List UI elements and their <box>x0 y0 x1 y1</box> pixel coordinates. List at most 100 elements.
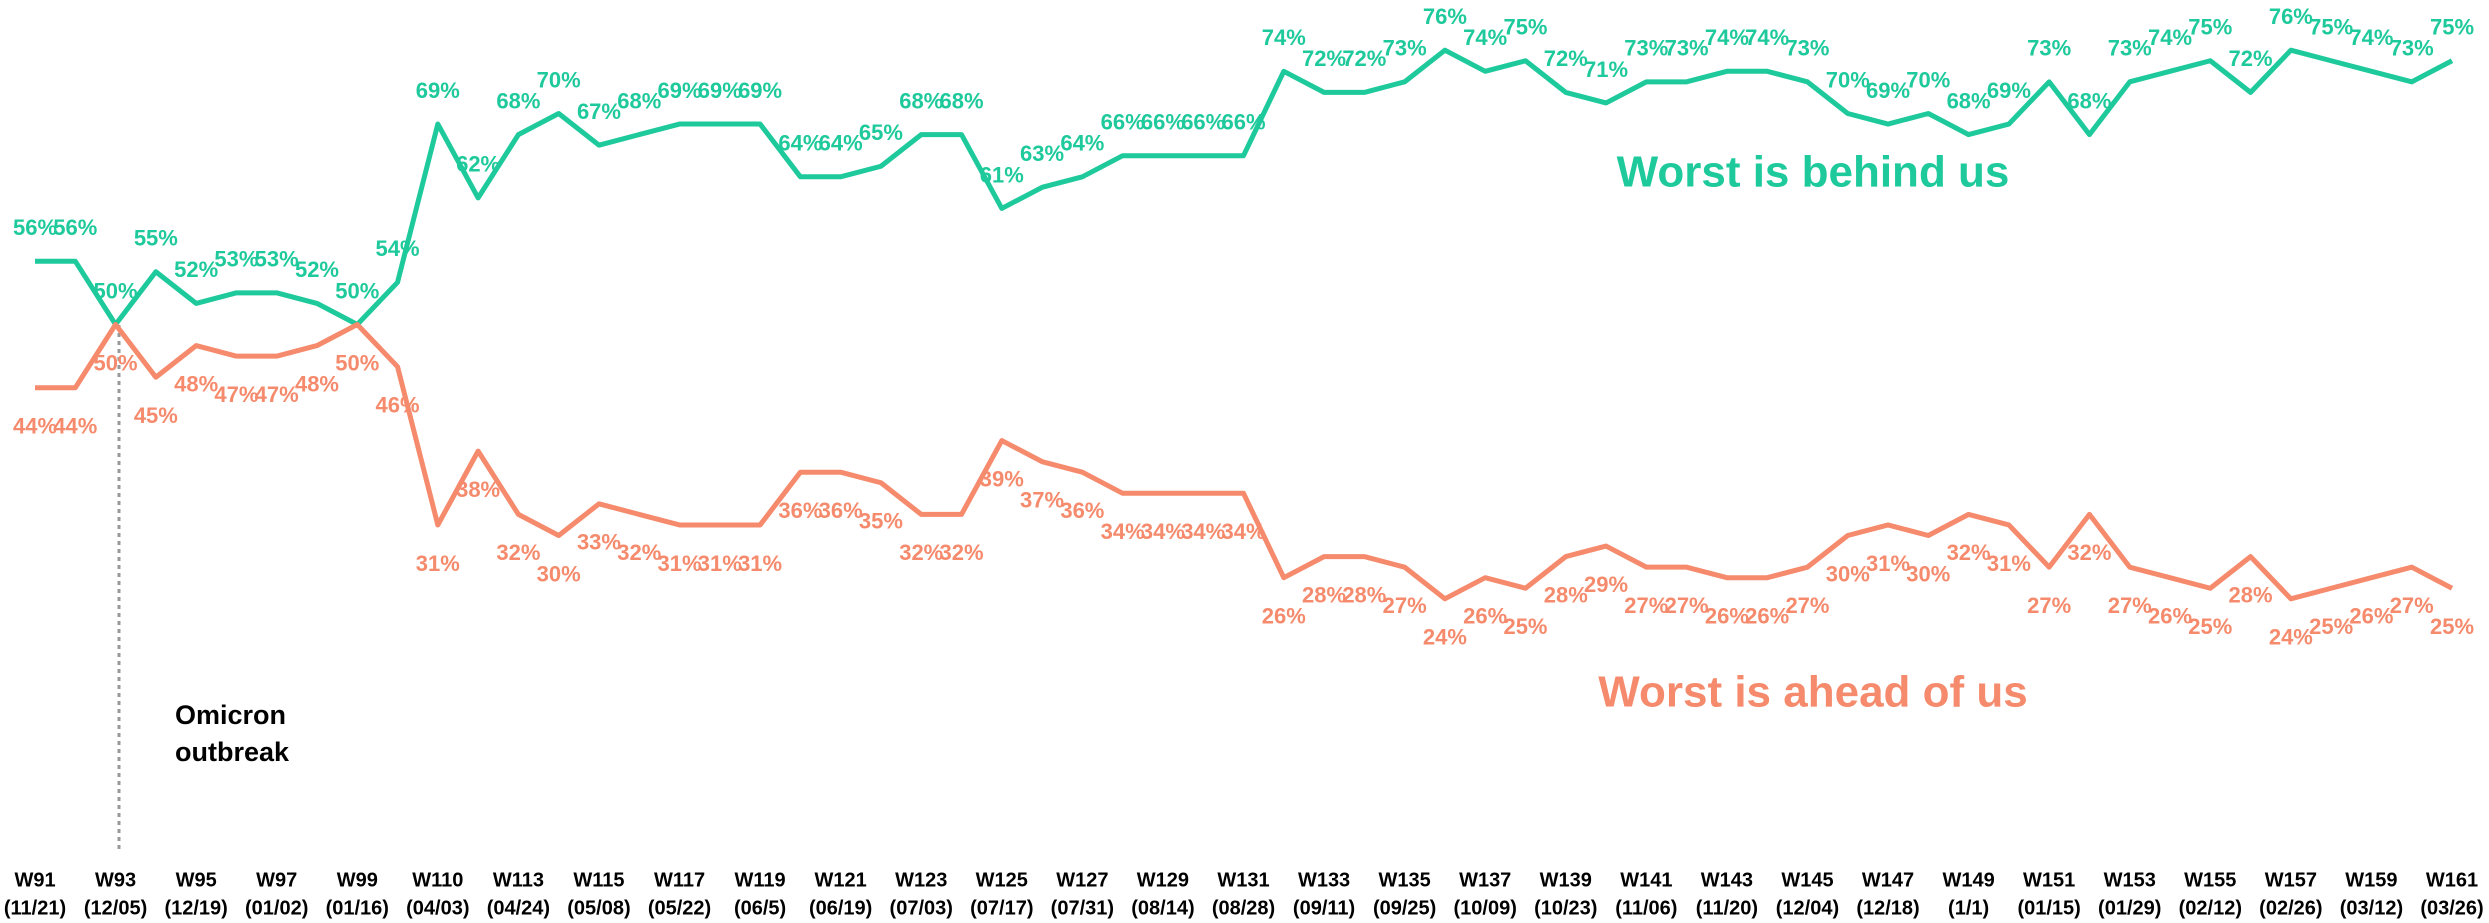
x-tick-label: W129 <box>1137 869 1189 891</box>
data-label: 26% <box>2349 604 2393 629</box>
x-tick-label: W117 <box>654 869 705 891</box>
data-label: 31% <box>416 551 460 576</box>
data-label: 27% <box>2108 593 2152 618</box>
data-label: 48% <box>295 371 339 396</box>
x-tick-label: W113 <box>493 869 544 891</box>
data-label: 25% <box>2188 614 2232 639</box>
data-label: 53% <box>255 247 299 272</box>
series-line <box>35 47 2454 327</box>
data-label: 26% <box>2148 604 2192 629</box>
data-label: 69% <box>738 78 782 103</box>
data-label: 44% <box>13 414 57 439</box>
data-label: 25% <box>2309 614 2353 639</box>
x-tick-label: W127 <box>1056 869 1108 891</box>
data-label: 32% <box>2067 540 2111 565</box>
data-label: 28% <box>2229 582 2273 607</box>
data-label: 73% <box>1665 36 1709 61</box>
x-tick-sublabel: (05/08) <box>567 897 630 919</box>
x-tick-sublabel: (12/05) <box>84 897 147 919</box>
data-label: 64% <box>778 131 822 156</box>
data-label: 76% <box>1423 4 1467 29</box>
x-tick-sublabel: (10/23) <box>1534 897 1597 919</box>
x-tick-label: W143 <box>1701 869 1753 891</box>
x-tick-label: W131 <box>1217 869 1269 891</box>
data-label: 26% <box>1745 604 1789 629</box>
data-label: 74% <box>1262 25 1306 50</box>
data-label: 66% <box>1221 110 1265 135</box>
x-tick-label: W115 <box>573 869 624 891</box>
x-tick-sublabel: (11/20) <box>1696 897 1758 919</box>
x-tick-label: W133 <box>1298 869 1350 891</box>
data-label: 28% <box>1544 582 1588 607</box>
data-label: 50% <box>335 350 379 375</box>
series-line <box>35 322 2454 602</box>
x-tick-sublabel: (08/28) <box>1212 897 1275 919</box>
x-tick-label: W157 <box>2265 869 2317 891</box>
data-label: 24% <box>2269 625 2313 650</box>
x-tick-sublabel: (11/06) <box>1615 897 1677 919</box>
x-tick-label: W97 <box>256 869 297 891</box>
x-tick-label: W135 <box>1379 869 1431 891</box>
data-label: 47% <box>214 382 258 407</box>
data-label: 75% <box>2430 15 2474 40</box>
data-label: 56% <box>53 215 97 240</box>
data-label: 25% <box>1503 614 1547 639</box>
data-label: 68% <box>1947 88 1991 113</box>
data-label: 33% <box>577 530 621 555</box>
data-label: 74% <box>2148 25 2192 50</box>
x-tick-label: W153 <box>2104 869 2156 891</box>
data-label: 29% <box>1584 572 1628 597</box>
x-tick-label: W145 <box>1781 869 1833 891</box>
data-label: 27% <box>1624 593 1668 618</box>
data-label: 26% <box>1262 604 1306 629</box>
x-tick-sublabel: (07/31) <box>1051 897 1114 919</box>
data-label: 52% <box>295 257 339 282</box>
data-label: 27% <box>2390 593 2434 618</box>
x-tick-sublabel: (06/19) <box>809 897 872 919</box>
data-label: 31% <box>1987 551 2031 576</box>
x-tick-label: W161 <box>2426 869 2478 891</box>
data-label: 36% <box>778 498 822 523</box>
data-label: 32% <box>617 540 661 565</box>
data-label: 67% <box>577 99 621 124</box>
x-tick-label: W139 <box>1540 869 1592 891</box>
data-label: 34% <box>1221 519 1265 544</box>
data-label: 68% <box>496 88 540 113</box>
data-label: 54% <box>376 236 420 261</box>
annotation: Omicron <box>175 700 286 730</box>
data-label: 26% <box>1463 604 1507 629</box>
data-label: 34% <box>1141 519 1185 544</box>
data-label: 68% <box>939 88 983 113</box>
data-label: 50% <box>94 278 138 303</box>
data-label: 36% <box>819 498 863 523</box>
data-label: 48% <box>174 371 218 396</box>
data-label: 72% <box>1544 46 1588 71</box>
data-label: 50% <box>94 350 138 375</box>
data-label: 27% <box>2027 593 2071 618</box>
data-label: 74% <box>1463 25 1507 50</box>
x-tick-sublabel: (07/17) <box>970 897 1033 919</box>
data-label: 25% <box>2430 614 2474 639</box>
x-tick-label: W149 <box>1942 869 1994 891</box>
x-tick-sublabel: (06/5) <box>734 897 786 919</box>
data-label: 52% <box>174 257 218 282</box>
data-label: 31% <box>738 551 782 576</box>
data-label: 66% <box>1141 110 1185 135</box>
data-label: 44% <box>53 414 97 439</box>
x-tick-label: W93 <box>95 869 136 891</box>
data-label: 30% <box>537 561 581 586</box>
x-tick-label: W151 <box>2023 869 2075 891</box>
data-label: 69% <box>416 78 460 103</box>
data-label: 66% <box>1181 110 1225 135</box>
x-tick-label: W137 <box>1459 869 1511 891</box>
x-tick-label: W121 <box>815 869 867 891</box>
data-label: 73% <box>2108 36 2152 61</box>
x-tick-label: W125 <box>976 869 1028 891</box>
data-label: 26% <box>1705 604 1749 629</box>
x-tick-label: W99 <box>337 869 378 891</box>
x-tick-label: W155 <box>2184 869 2236 891</box>
data-label: 68% <box>899 88 943 113</box>
data-label: 75% <box>2309 15 2353 40</box>
data-label: 64% <box>819 131 863 156</box>
x-tick-sublabel: (11/21) <box>4 897 66 919</box>
